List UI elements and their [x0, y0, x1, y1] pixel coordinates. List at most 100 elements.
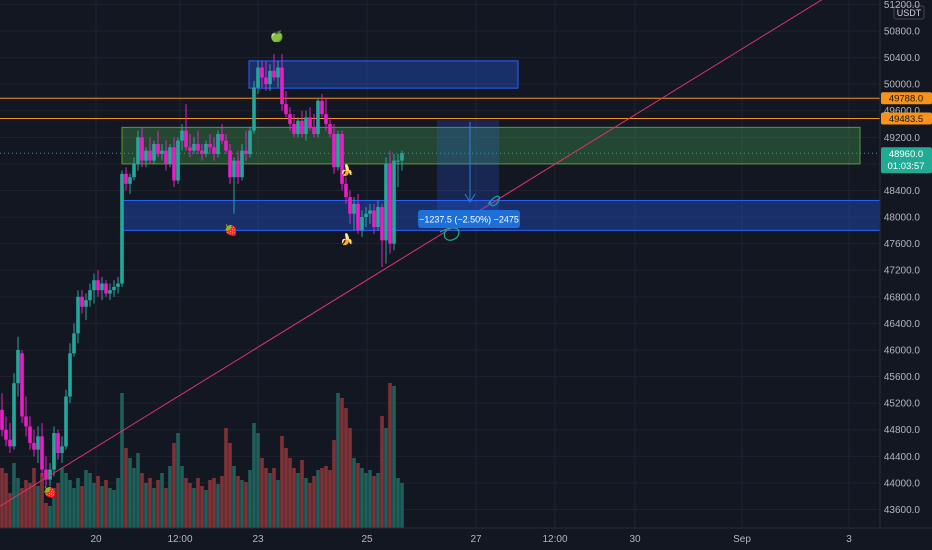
price-range-measure[interactable]: −1237.5 (−2.50%) −2475 [418, 120, 520, 228]
candle-body [400, 153, 404, 161]
candle-body [176, 140, 180, 181]
price-tick-label: 47600.0 [884, 239, 921, 250]
measure-box [437, 120, 499, 210]
candle-body [72, 333, 76, 354]
candle-body [148, 150, 152, 161]
candle-body [236, 160, 240, 178]
price-tick-label: 49600.0 [884, 106, 921, 117]
volume-bar [376, 473, 380, 528]
candle-body [336, 133, 340, 168]
candle-body [120, 173, 124, 284]
volume-bar [296, 473, 300, 528]
price-tick-label: 44800.0 [884, 425, 921, 436]
volume-bar [220, 476, 224, 528]
time-tick-label: 12:00 [167, 534, 192, 545]
price-tick-label: 47200.0 [884, 266, 921, 277]
volume-bar [352, 458, 356, 528]
candle-body [40, 436, 44, 470]
candle-body [52, 433, 56, 470]
candle-body [272, 70, 276, 78]
volume-bar [176, 433, 180, 528]
volume-bar [96, 476, 100, 528]
curve-mark [439, 227, 460, 241]
candle-body [20, 353, 24, 417]
volume-bar [224, 428, 228, 528]
candle-body [252, 87, 256, 131]
candle-body [56, 433, 60, 454]
candle-body [68, 353, 72, 397]
strawberry-icon: 🍓 [43, 486, 57, 499]
volume-bar [384, 428, 388, 528]
candle-body [16, 349, 20, 384]
time-tick-label: Sep [733, 534, 751, 545]
candle-body [144, 150, 148, 161]
volume-bar [216, 484, 220, 528]
volume-bar [248, 470, 252, 528]
volume-bar [92, 483, 96, 528]
candle-body [168, 147, 172, 164]
volume-bar [396, 478, 400, 528]
volume-bar [272, 468, 276, 528]
volume-bar [108, 488, 112, 528]
volume-bar [288, 458, 292, 528]
volume-bar [388, 383, 392, 528]
candle-body [156, 143, 160, 154]
volume-bar [192, 488, 196, 528]
volume-bar [204, 490, 208, 528]
volume-bar [240, 480, 244, 528]
volume-bar [232, 466, 236, 528]
horizontal-lines[interactable] [0, 97, 880, 154]
candle-body [196, 143, 200, 151]
volume-bar [156, 480, 160, 528]
volume-bar [268, 473, 272, 528]
volume-bar [200, 486, 204, 528]
candle-body [256, 67, 260, 88]
currency-badge [893, 5, 925, 20]
drawing-zones[interactable] [121, 60, 883, 231]
candle-body [112, 286, 116, 291]
time-axis[interactable]: 20 12:00 23 25 27 12:00 30 Sep 3 [0, 527, 932, 545]
candle-body [104, 283, 108, 294]
volume-bar [264, 468, 268, 528]
volume-bar [392, 386, 396, 528]
candle-body [296, 120, 300, 134]
candle-body [180, 130, 184, 141]
candle-body [316, 100, 320, 134]
volume-bar [100, 486, 104, 528]
volume-bar [208, 480, 212, 528]
volume-bar [372, 476, 376, 528]
price-tick-label: 46400.0 [884, 319, 921, 330]
price-tick-label: 50000.0 [884, 80, 921, 91]
volume-bar [132, 468, 136, 528]
candle-body [108, 290, 112, 294]
curve-mark [487, 195, 500, 207]
volume-bar [184, 478, 188, 528]
price-tick-label: 43600.0 [884, 505, 921, 516]
candle-body [88, 290, 92, 301]
candle-body [208, 143, 212, 148]
candle-body [228, 150, 232, 178]
volume-bar [344, 408, 348, 528]
currency-label: USDT [897, 8, 922, 18]
volume-bar [324, 466, 328, 528]
volume-bar [260, 458, 264, 528]
candle-body [28, 426, 32, 444]
candle-body [244, 150, 248, 154]
candle-body [300, 120, 304, 134]
volume-bar [168, 466, 172, 528]
candle-body [48, 469, 52, 480]
volume-bar [80, 486, 84, 528]
volume-bar [68, 480, 72, 528]
price-tick-label: 46800.0 [884, 292, 921, 303]
trendline[interactable] [0, 0, 825, 507]
candle-body [248, 130, 252, 154]
price-axis[interactable]: USDT 51200.0 50800.0 50400.0 50000.0 49600.0… [879, 0, 932, 528]
candle-body [268, 70, 272, 85]
candle-body [124, 173, 128, 184]
volume-bar [304, 478, 308, 528]
volume-bar [116, 478, 120, 528]
candle-body [380, 207, 384, 241]
volume-bar [340, 398, 344, 528]
candle-body [224, 140, 228, 151]
